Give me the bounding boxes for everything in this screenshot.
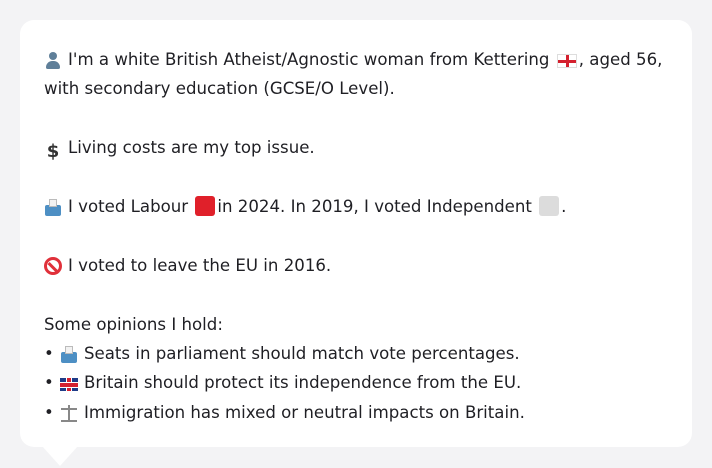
vote-text-3: . bbox=[561, 196, 567, 216]
intro-text: I'm a white British Atheist/Agnostic wom… bbox=[68, 50, 550, 69]
intro-age: , aged 56, bbox=[578, 50, 663, 69]
vote-text-1: I voted Labour bbox=[68, 196, 189, 216]
bullet: • bbox=[44, 343, 54, 363]
opinion-item-2: • Britain should protect its independence… bbox=[44, 368, 668, 397]
brexit-text: I voted to leave the EU in 2016. bbox=[68, 255, 332, 275]
uk-flag-icon bbox=[60, 378, 78, 392]
scales-icon bbox=[60, 404, 78, 422]
top-issue-text: Living costs are my top issue. bbox=[68, 138, 315, 158]
dollar-icon: $ bbox=[46, 141, 60, 163]
opinion-text: Britain should protect its independence … bbox=[84, 373, 522, 393]
speech-bubble-tail bbox=[42, 446, 78, 466]
independent-grey-square-icon bbox=[539, 195, 560, 216]
opinion-text: Immigration has mixed or neutral impacts… bbox=[84, 402, 525, 422]
opinions-heading: Some opinions I hold: bbox=[44, 314, 223, 334]
opinion-item-1: • Seats in parliament should match vote p… bbox=[44, 339, 668, 368]
labour-red-square-icon bbox=[195, 195, 216, 216]
persona-card: I'm a white British Atheist/Agnostic wom… bbox=[20, 20, 692, 447]
vote-history-line: I voted Labour in 2024. In 2019, I voted… bbox=[44, 192, 668, 221]
opinion-text: Seats in parliament should match vote pe… bbox=[84, 343, 520, 363]
england-flag-icon bbox=[556, 54, 577, 68]
top-issue-line: $ Living costs are my top issue. bbox=[44, 133, 668, 162]
brexit-line: I voted to leave the EU in 2016. bbox=[44, 251, 668, 280]
vote-text-2: in 2024. In 2019, I voted Independent bbox=[217, 196, 532, 216]
intro-line-2: with secondary education (GCSE/O Level). bbox=[44, 79, 395, 99]
bullet: • bbox=[44, 373, 54, 393]
person-icon bbox=[44, 51, 62, 69]
intro-line-1: I'm a white British Atheist/Agnostic wom… bbox=[44, 45, 668, 74]
bullet: • bbox=[44, 402, 54, 422]
ballot-box-icon bbox=[60, 345, 78, 363]
ballot-box-icon bbox=[44, 198, 62, 216]
prohibited-icon bbox=[44, 256, 62, 275]
opinion-item-3: • Immigration has mixed or neutral impact… bbox=[44, 398, 668, 427]
